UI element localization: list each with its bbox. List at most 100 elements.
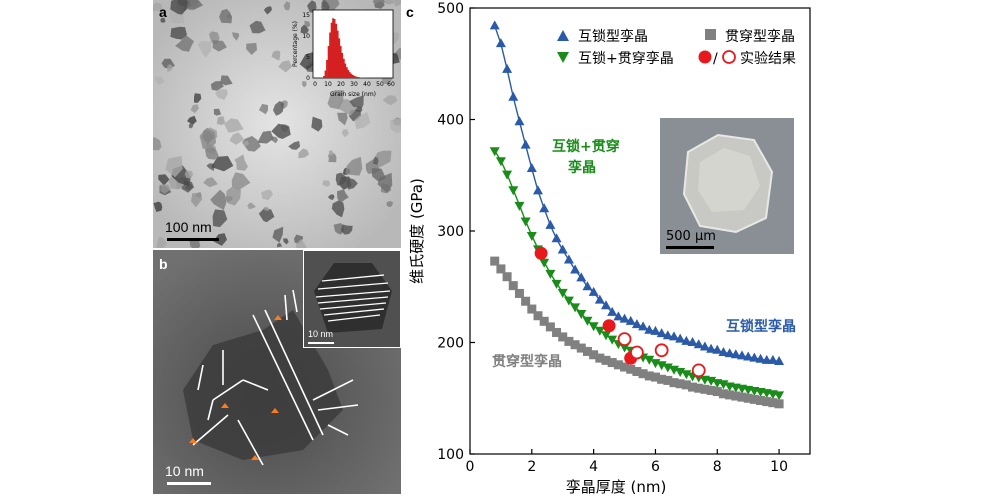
data-point xyxy=(712,344,723,354)
data-point xyxy=(731,391,741,401)
data-point xyxy=(594,326,605,336)
data-point xyxy=(669,331,679,341)
data-point xyxy=(632,366,642,376)
hist-ytick-15: 15 xyxy=(302,12,310,19)
data-point xyxy=(675,333,686,343)
scalebar-line-b xyxy=(167,482,211,485)
data-point xyxy=(767,354,778,364)
data-point xyxy=(768,398,778,408)
data-point xyxy=(570,340,580,350)
hist-xtick-30: 30 xyxy=(350,81,358,88)
data-point xyxy=(545,322,555,332)
data-point xyxy=(514,116,525,126)
hist-ytick-0: 0 xyxy=(306,75,310,82)
data-point xyxy=(681,335,692,345)
data-point xyxy=(687,337,698,346)
data-point xyxy=(644,371,654,381)
y-tick-label: 100 xyxy=(437,447,464,463)
data-point xyxy=(699,341,710,351)
data-point xyxy=(706,343,717,353)
legend-label-penetrated: 贯穿型孪晶 xyxy=(725,28,795,45)
data-point xyxy=(675,379,685,389)
scalebar-line-a xyxy=(167,238,219,241)
data-point xyxy=(613,311,624,321)
data-point xyxy=(712,387,722,397)
hist-xtick-20: 20 xyxy=(337,81,345,88)
data-point xyxy=(552,327,562,337)
x-tick-label: 8 xyxy=(713,459,722,475)
hist-xtick-0: 0 xyxy=(313,81,317,88)
data-point xyxy=(756,395,766,405)
data-point xyxy=(688,382,698,392)
legend-marker-mixed xyxy=(557,52,569,63)
data-point xyxy=(669,378,679,388)
data-point xyxy=(521,296,531,306)
x-tick-label: 10 xyxy=(770,459,788,475)
data-point xyxy=(644,324,655,334)
data-point xyxy=(743,351,754,361)
y-tick-label: 500 xyxy=(437,1,464,17)
data-point xyxy=(725,390,735,400)
hist-xlabel: Grain size (nm) xyxy=(330,91,376,98)
data-point xyxy=(681,380,691,390)
data-point xyxy=(558,332,568,342)
data-point xyxy=(749,352,760,362)
data-point xyxy=(564,336,574,346)
data-point xyxy=(490,256,500,266)
data-point xyxy=(625,315,636,325)
data-point xyxy=(520,139,531,149)
data-point xyxy=(594,294,605,304)
legend: 互锁型孪晶 贯穿型孪晶 互锁+贯穿孪晶 / 实验结果 xyxy=(557,28,796,67)
scalebar-label-b: 10 nm xyxy=(165,463,204,479)
data-point xyxy=(724,348,735,358)
legend-separator: / xyxy=(713,51,718,67)
data-point xyxy=(630,345,644,360)
legend-label-mixed: 互锁+贯穿孪晶 xyxy=(578,50,674,67)
data-point xyxy=(601,300,611,310)
data-point xyxy=(774,355,785,365)
annotation-mixed-line2: 孪晶 xyxy=(568,159,596,176)
data-point xyxy=(657,374,667,384)
legend-marker-exp-filled xyxy=(698,50,712,64)
x-tick-label: 4 xyxy=(589,459,598,475)
data-point xyxy=(762,397,772,407)
data-point xyxy=(601,331,611,341)
y-tick-label: 400 xyxy=(437,113,464,129)
y-axis-label: 维氏硬度 (GPa) xyxy=(408,178,426,284)
data-point xyxy=(774,391,785,401)
x-tick-label: 2 xyxy=(527,459,536,475)
data-point xyxy=(607,358,617,368)
photo-scalebar-line xyxy=(666,246,714,249)
data-point xyxy=(650,372,660,382)
legend-label-experiment: 实验结果 xyxy=(740,51,796,67)
data-point xyxy=(588,286,599,296)
data-point xyxy=(607,335,618,345)
data-point xyxy=(557,288,568,298)
legend-label-interlocked: 互锁型孪晶 xyxy=(578,28,648,45)
data-point xyxy=(576,310,587,320)
data-point xyxy=(749,394,759,404)
data-point xyxy=(737,392,747,402)
data-point xyxy=(520,217,531,227)
data-point xyxy=(774,399,784,409)
data-point xyxy=(663,375,673,385)
data-point xyxy=(638,321,649,331)
data-point xyxy=(638,369,648,379)
data-point xyxy=(570,264,581,274)
data-point xyxy=(693,339,704,349)
data-point xyxy=(508,186,519,196)
data-point xyxy=(551,233,562,243)
photo-scalebar-label: 500 μm xyxy=(666,229,716,244)
grain-size-histogram: Percentage (%) Grain size (nm) 0 5 10 15… xyxy=(292,9,395,98)
data-point xyxy=(755,353,766,363)
data-point xyxy=(662,330,673,340)
data-point xyxy=(526,163,537,173)
data-point xyxy=(737,350,747,360)
data-point xyxy=(489,20,500,30)
data-point xyxy=(650,325,661,335)
data-point xyxy=(691,363,706,378)
crystal-photo: 500 μm xyxy=(660,118,794,254)
hrtem-inset: 10 nm xyxy=(303,250,401,348)
data-point xyxy=(496,264,506,274)
data-point xyxy=(619,343,630,353)
